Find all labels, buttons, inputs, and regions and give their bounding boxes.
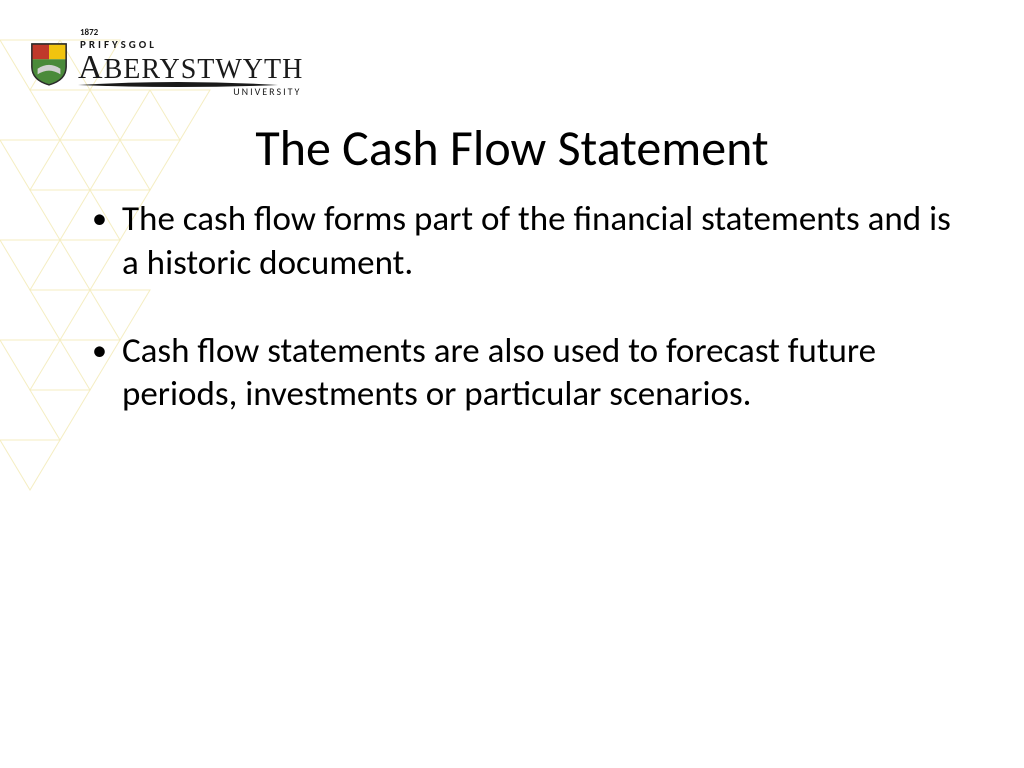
bullet-item: The cash flow forms part of the financia… xyxy=(92,198,964,286)
logo-university-name: ABERYSTWYTH xyxy=(78,51,303,85)
slide-title: The Cash Flow Statement xyxy=(0,118,1024,179)
university-logo: 1872 PRIFYSGOL ABERYSTWYTH UNIVERSITY xyxy=(30,28,303,97)
shield-icon xyxy=(30,40,68,86)
bullet-list: The cash flow forms part of the financia… xyxy=(92,198,964,417)
logo-text-block: 1872 PRIFYSGOL ABERYSTWYTH UNIVERSITY xyxy=(78,28,303,97)
logo-year: 1872 xyxy=(80,28,303,37)
bullet-item: Cash flow statements are also used to fo… xyxy=(92,330,964,418)
logo-sub-label: UNIVERSITY xyxy=(78,87,303,97)
logo-welsh-label: PRIFYSGOL xyxy=(80,39,303,50)
slide-body: The cash flow forms part of the financia… xyxy=(92,198,964,461)
